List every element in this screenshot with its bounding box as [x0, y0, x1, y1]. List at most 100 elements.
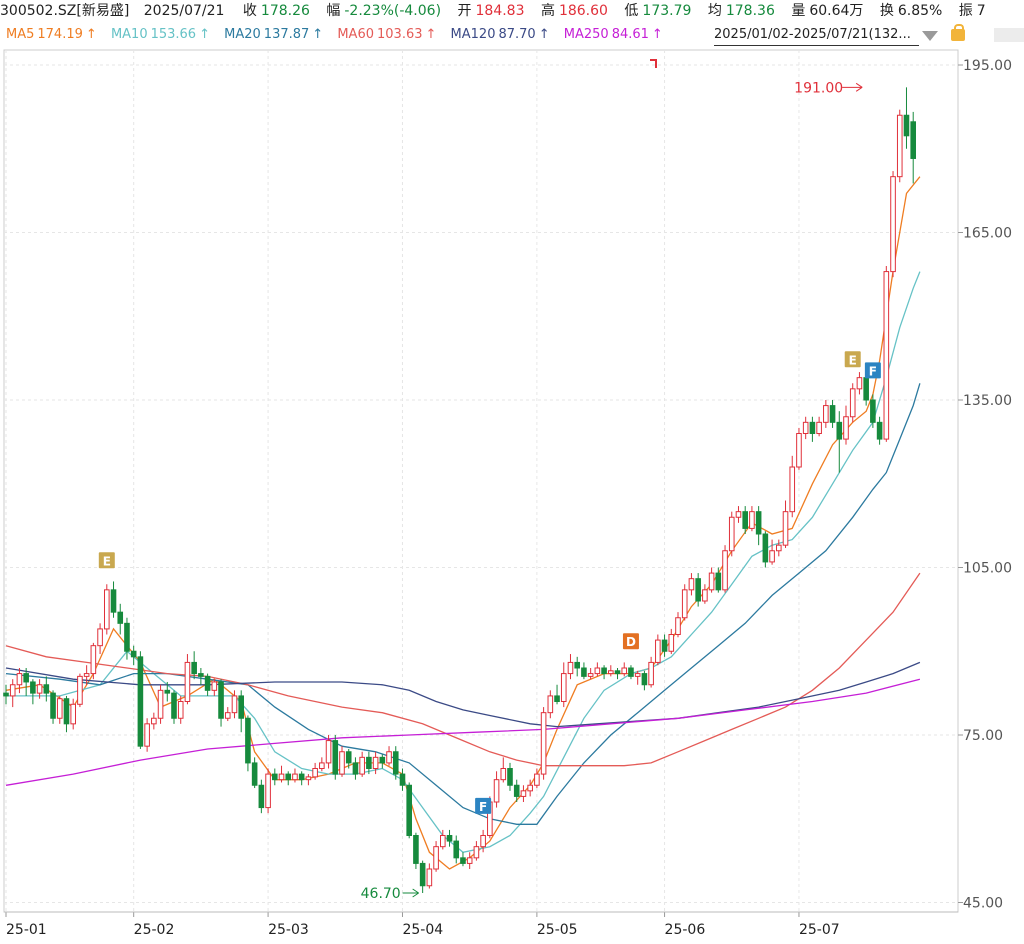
candle — [661, 634, 668, 657]
ma20-label[interactable]: MA20 — [224, 27, 261, 42]
ma20-arrow-icon[interactable]: ↑ — [312, 27, 324, 42]
candle-body — [715, 572, 722, 591]
candle-body — [265, 773, 271, 809]
low-value: 173.79 — [642, 3, 692, 19]
candle-body — [581, 667, 587, 677]
candle — [507, 762, 513, 791]
ma120-label[interactable]: MA120 — [450, 27, 496, 42]
candle-body — [809, 421, 816, 435]
ma60-arrow-icon[interactable]: ↑ — [425, 27, 437, 42]
candle — [218, 679, 224, 727]
candle-body — [762, 533, 769, 563]
candle — [574, 656, 581, 677]
dropdown-triangle-icon[interactable] — [922, 31, 938, 41]
candle-body — [70, 703, 77, 725]
moving-average-lines — [5, 176, 921, 870]
candle — [97, 623, 103, 655]
ma5-arrow-icon[interactable]: ↑ — [85, 27, 97, 42]
close-value: 178.26 — [260, 3, 310, 19]
candle-body — [634, 673, 641, 677]
candle — [513, 779, 520, 803]
candle-body — [789, 466, 796, 513]
ma250-label[interactable]: MA250 — [563, 27, 609, 42]
candle — [379, 754, 386, 769]
candle-body — [124, 622, 130, 652]
candle — [567, 654, 574, 680]
candle-body — [305, 776, 312, 781]
candle — [890, 171, 896, 278]
candle — [628, 665, 634, 680]
candle-body — [224, 712, 231, 719]
candle-body — [319, 762, 325, 770]
candle — [265, 768, 271, 814]
candle — [3, 684, 9, 705]
candle-body — [137, 656, 144, 747]
x-tick-label: 25-02 — [134, 922, 175, 938]
candle-body — [272, 773, 278, 781]
ma-line-ma20 — [5, 383, 921, 825]
candle-body — [816, 421, 822, 435]
ma5-label[interactable]: MA5 — [6, 27, 35, 42]
candle — [345, 748, 352, 769]
candle — [104, 584, 110, 635]
x-tick-label: 25-07 — [799, 922, 840, 938]
candle — [151, 712, 157, 730]
ma10-arrow-icon[interactable]: ↑ — [199, 27, 210, 42]
ma120-value: 87.70 — [498, 27, 536, 42]
candle — [554, 684, 560, 705]
candle-body — [876, 421, 883, 440]
candle — [769, 539, 775, 565]
candle-body — [110, 589, 117, 613]
high-value: 186.60 — [558, 3, 608, 19]
candle — [36, 679, 43, 699]
ma10-label[interactable]: MA10 — [110, 27, 148, 42]
candle-body — [36, 684, 43, 694]
y-tick-label: 75.00 — [963, 728, 1003, 744]
candle — [413, 832, 419, 870]
ma120-arrow-icon[interactable]: ↑ — [538, 27, 550, 42]
candle-body — [594, 667, 601, 675]
candle-body — [43, 684, 50, 694]
candle — [386, 746, 392, 766]
ma60-label[interactable]: MA60 — [337, 27, 374, 42]
candle — [883, 266, 890, 442]
candle-body — [708, 572, 715, 591]
candle-body — [661, 639, 668, 652]
candle-body — [755, 511, 762, 535]
candle — [527, 779, 533, 797]
candle-body — [480, 835, 486, 848]
avg-label: 均 — [707, 3, 722, 19]
candle — [500, 757, 507, 783]
ma250-arrow-icon[interactable]: ↑ — [651, 27, 663, 42]
candle — [325, 735, 332, 769]
lock-icon[interactable] — [951, 24, 965, 41]
chart-grid — [3, 49, 959, 913]
candle-body — [829, 405, 836, 423]
candle-body — [547, 695, 554, 714]
candle-body — [534, 773, 540, 786]
candle — [419, 860, 426, 894]
candle — [655, 634, 661, 666]
volume-label: 量 — [791, 3, 806, 19]
candles — [3, 87, 917, 894]
candle — [157, 684, 164, 724]
candle-body — [433, 846, 439, 870]
candle — [272, 768, 278, 786]
low-marker-label: 46.70 — [361, 886, 401, 902]
candle — [90, 642, 97, 680]
candle-body — [540, 712, 547, 775]
event-badge: D — [622, 633, 639, 650]
x-tick-label: 25-05 — [537, 922, 578, 938]
candle — [352, 757, 359, 780]
candle — [238, 690, 244, 733]
candle — [896, 109, 903, 183]
candle-body — [164, 689, 171, 694]
candle-body — [621, 667, 628, 675]
header-scroll-area[interactable] — [994, 28, 1024, 42]
candle-body — [560, 673, 567, 703]
date-range-selector[interactable]: 2025/01/02-2025/07/21(132... — [714, 25, 919, 46]
candle — [191, 651, 197, 680]
candle — [453, 835, 460, 864]
x-tick-label: 25-06 — [665, 922, 706, 938]
